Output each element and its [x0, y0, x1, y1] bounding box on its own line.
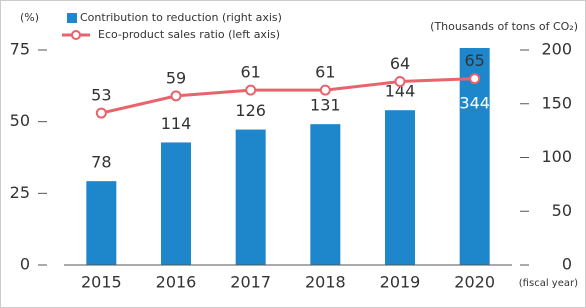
y2-tick-label: 100: [541, 147, 572, 166]
x-axis-label: (fiscal year): [519, 278, 578, 289]
legend-label: Eco-product sales ratio (left axis): [98, 28, 280, 41]
bar: [235, 129, 266, 265]
x-tick-label: 2016: [156, 273, 197, 292]
line-value-label: 59: [166, 68, 186, 87]
bar: [310, 124, 341, 265]
line-value-label: 61: [240, 63, 260, 82]
bar: [459, 48, 490, 265]
y-tick-label: 0: [20, 255, 30, 274]
legend-swatch: [67, 13, 77, 23]
bar-value-label: 78: [91, 153, 111, 172]
x-tick-label: 2018: [305, 273, 346, 292]
legend-label: Contribution to reduction (right axis): [80, 11, 282, 24]
y-axis-label: (%): [20, 11, 39, 24]
x-tick-label: 2019: [380, 273, 421, 292]
y2-tick-label: 200: [541, 40, 572, 59]
y2-axis-label: (Thousands of tons of CO₂): [430, 20, 578, 33]
y-tick-label: 50: [10, 111, 30, 130]
line-point: [469, 73, 481, 85]
bar-value-label: 114: [161, 114, 192, 133]
line-point: [95, 107, 107, 119]
y2-tick-label: 50: [552, 201, 572, 220]
line-value-label: 53: [91, 86, 111, 105]
bar-value-label: 131: [310, 96, 341, 115]
y-tick-label: 25: [10, 183, 30, 202]
line: [100, 77, 475, 115]
bar-value-label: 144: [385, 82, 416, 101]
bar: [86, 181, 117, 265]
bar-value-label: 344: [459, 94, 490, 113]
y2-tick-label: 150: [541, 93, 572, 112]
line-point: [394, 76, 406, 88]
line-point: [319, 84, 331, 96]
legend-marker: [71, 30, 81, 40]
bar: [385, 110, 415, 265]
y-tick-label: 75: [10, 40, 30, 59]
bar-value-label: 126: [235, 101, 266, 120]
bar: [161, 142, 191, 265]
line-value-label: 61: [315, 63, 335, 82]
x-tick-label: 2017: [230, 273, 271, 292]
line-value-label: 64: [390, 54, 410, 73]
line-point: [170, 90, 182, 102]
line-value-label: 65: [464, 51, 484, 70]
y2-tick-label: 0: [562, 255, 572, 274]
x-tick-label: 2020: [454, 273, 495, 292]
line-point: [245, 84, 257, 96]
x-tick-label: 2015: [81, 273, 122, 292]
